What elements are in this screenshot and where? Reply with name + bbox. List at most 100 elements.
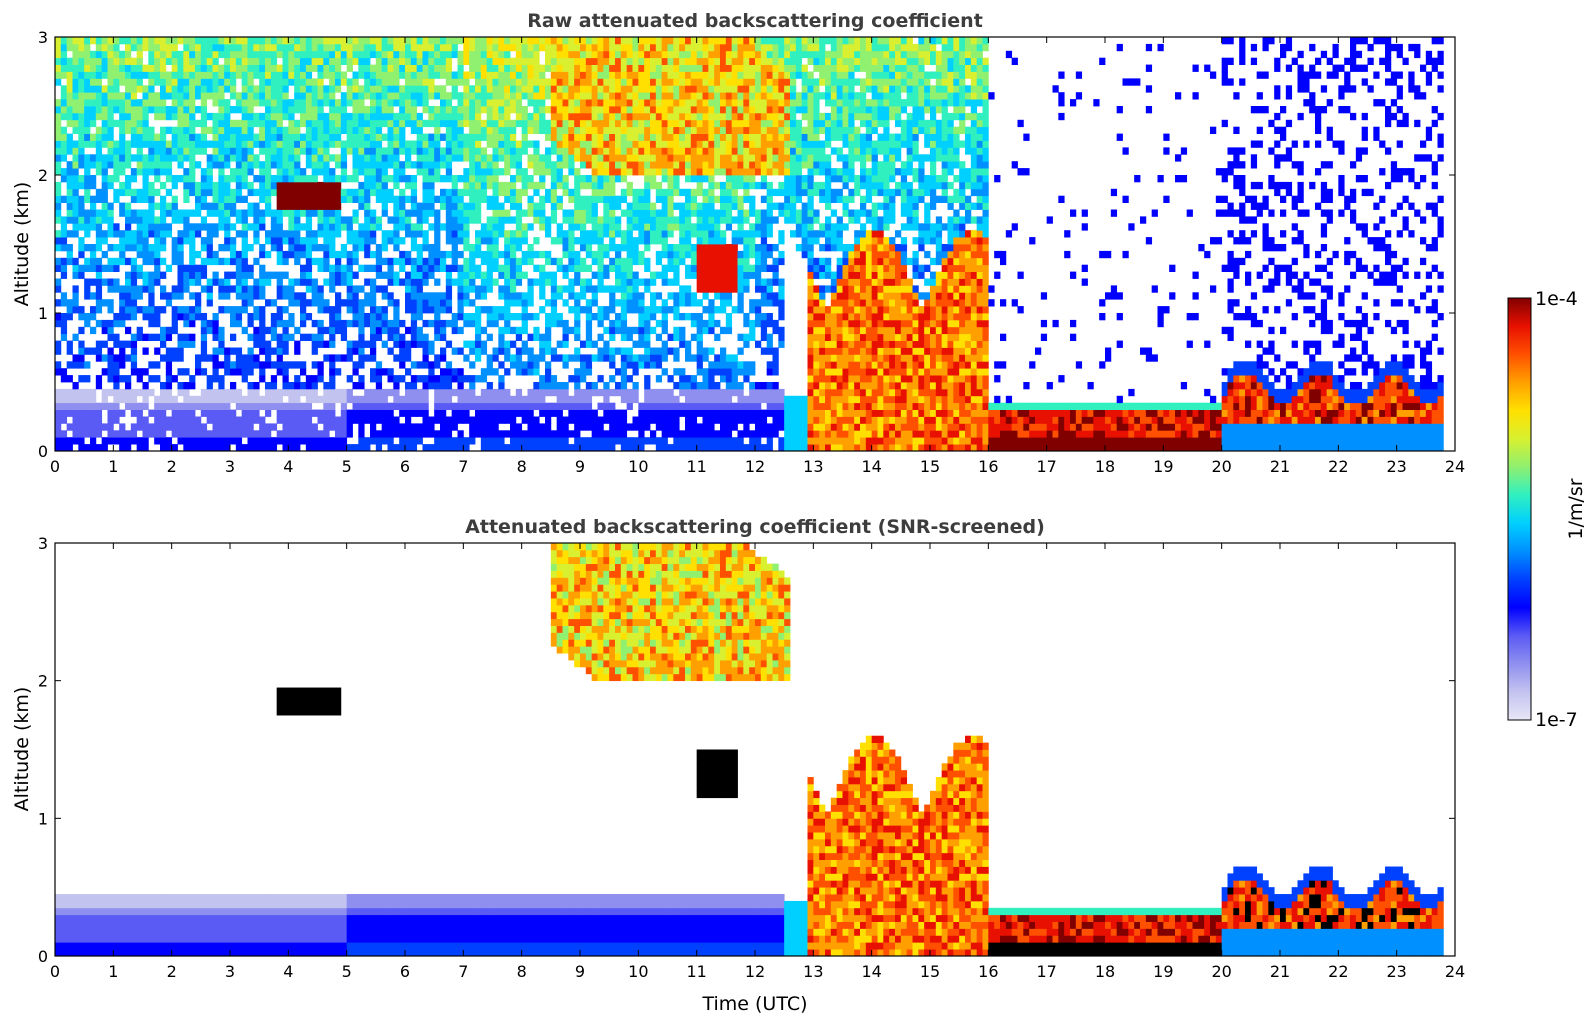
heatmap-cell xyxy=(300,188,307,197)
heatmap-cell xyxy=(591,106,598,114)
heatmap-cell xyxy=(399,223,406,231)
heatmap-cell xyxy=(655,188,663,197)
heatmap-cell xyxy=(305,271,313,279)
heatmap-cell xyxy=(486,202,493,210)
heatmap-cell xyxy=(329,223,336,231)
heatmap-cell xyxy=(125,57,132,65)
heatmap-cell xyxy=(626,292,633,300)
heatmap-cell xyxy=(539,161,546,169)
heatmap-cell xyxy=(60,402,68,410)
heatmap-cell xyxy=(405,347,412,355)
heatmap-cell xyxy=(55,161,62,169)
heatmap-cell xyxy=(434,154,441,162)
heatmap-cell xyxy=(346,347,353,355)
heatmap-cell xyxy=(457,106,464,114)
heatmap-cell xyxy=(183,78,190,86)
heatmap-cell xyxy=(136,402,143,410)
heatmap-cell xyxy=(113,354,120,362)
heatmap-cell xyxy=(475,313,482,321)
heatmap-cell xyxy=(661,112,668,121)
heatmap-cell xyxy=(101,354,108,362)
heatmap-cell xyxy=(130,85,138,93)
heatmap-cell xyxy=(358,354,365,362)
heatmap-cell xyxy=(95,402,103,410)
heatmap-cell xyxy=(352,216,359,224)
heatmap-cell xyxy=(165,388,173,397)
heatmap-cell xyxy=(125,175,132,183)
heatmap-cell xyxy=(515,50,523,59)
heatmap-cell xyxy=(545,223,552,231)
heatmap-cell xyxy=(78,195,85,203)
heatmap-cell xyxy=(393,78,400,86)
heatmap-cell xyxy=(545,271,552,279)
heatmap-cell xyxy=(650,430,657,438)
heatmap-cell xyxy=(84,347,91,355)
heatmap-cell xyxy=(142,106,149,114)
heatmap-cell xyxy=(66,402,73,410)
heatmap-cell xyxy=(440,161,447,169)
heatmap-cell xyxy=(410,361,418,369)
heatmap-cell xyxy=(445,388,453,397)
heatmap-cell xyxy=(200,409,208,417)
heatmap-cell xyxy=(562,237,569,245)
heatmap-cell xyxy=(504,237,511,245)
heatmap-cell xyxy=(95,112,103,121)
heatmap-cell xyxy=(294,430,301,438)
heatmap-cell xyxy=(358,416,365,424)
heatmap-cell xyxy=(527,209,534,217)
heatmap-cell xyxy=(125,402,132,410)
heatmap-cell xyxy=(399,257,406,266)
heatmap-cell xyxy=(311,154,318,162)
heatmap-cell xyxy=(574,250,581,259)
heatmap-cell xyxy=(113,168,120,176)
heatmap-cell xyxy=(428,250,435,259)
heatmap-cell xyxy=(486,50,493,59)
heatmap-cell xyxy=(492,347,499,355)
heatmap-cell xyxy=(615,57,622,65)
heatmap-cell xyxy=(585,416,593,424)
heatmap-cell xyxy=(329,216,336,224)
heatmap-cell xyxy=(486,444,493,451)
heatmap-cell xyxy=(591,388,598,397)
heatmap-cell xyxy=(60,230,68,238)
heatmap-cell xyxy=(375,50,383,59)
heatmap-cell xyxy=(451,209,458,217)
heatmap-cell xyxy=(381,112,388,121)
heatmap-cell xyxy=(416,375,423,383)
heatmap-cell xyxy=(183,409,190,417)
heatmap-cell xyxy=(393,154,400,162)
heatmap-cell xyxy=(620,368,628,376)
heatmap-cell xyxy=(521,319,528,328)
heatmap-cell xyxy=(282,444,289,451)
heatmap-cell xyxy=(107,106,114,114)
heatmap-cell xyxy=(667,416,674,424)
heatmap-cell xyxy=(364,313,371,321)
heatmap-cell xyxy=(480,188,488,197)
heatmap-cell xyxy=(650,140,657,148)
heatmap-cell xyxy=(375,285,383,293)
heatmap-cell xyxy=(399,188,406,197)
heatmap-cell xyxy=(655,271,663,279)
heatmap-cell xyxy=(241,140,248,148)
heatmap-cell xyxy=(305,430,313,438)
heatmap-cell xyxy=(224,106,231,114)
heatmap-cell xyxy=(335,257,342,266)
heatmap-cell xyxy=(165,326,173,335)
heatmap-cell xyxy=(282,140,289,148)
heatmap-cell xyxy=(346,264,353,272)
heatmap-cell xyxy=(171,292,178,300)
heatmap-cell xyxy=(206,402,213,410)
heatmap-cell xyxy=(165,161,173,169)
heatmap-cell xyxy=(323,50,330,59)
heatmap-cell xyxy=(119,313,126,321)
heatmap-cell xyxy=(160,126,167,134)
heatmap-cell xyxy=(160,147,167,155)
heatmap-cell xyxy=(107,333,114,341)
heatmap-cell xyxy=(294,188,301,197)
heatmap-cell xyxy=(428,37,435,45)
heatmap-cell xyxy=(661,161,668,169)
heatmap-cell xyxy=(130,299,138,307)
heatmap-cell xyxy=(609,437,616,445)
heatmap-cell xyxy=(282,57,289,65)
heatmap-cell xyxy=(66,244,73,252)
